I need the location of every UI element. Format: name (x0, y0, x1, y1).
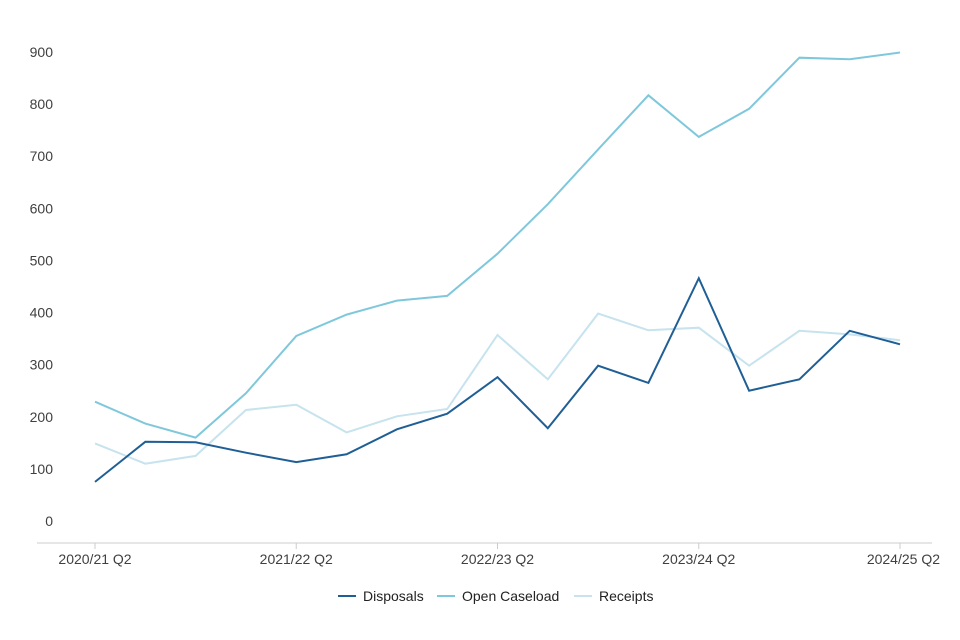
y-tick-label: 700 (30, 148, 54, 164)
x-tick-label: 2021/22 Q2 (260, 551, 333, 567)
y-tick-label: 300 (30, 357, 54, 373)
y-tick-label: 800 (30, 96, 54, 112)
x-tick-label: 2022/23 Q2 (461, 551, 534, 567)
x-tick-label: 2024/25 Q2 (867, 551, 940, 567)
x-tick-label: 2020/21 Q2 (58, 551, 131, 567)
y-tick-label: 200 (30, 409, 54, 425)
series-line-open-caseload (94, 51, 901, 439)
legend-item-disposals-label: Disposals (363, 588, 424, 604)
x-tick-label: 2023/24 Q2 (662, 551, 735, 567)
y-tick-label: 0 (45, 513, 53, 529)
y-tick-label: 900 (30, 44, 54, 60)
y-tick-label: 600 (30, 200, 54, 216)
y-tick-label: 400 (30, 305, 54, 321)
y-tick-label: 100 (30, 461, 54, 477)
y-tick-label: 500 (30, 252, 54, 268)
series-line-disposals (94, 275, 901, 483)
legend-item-receipts-label: Receipts (599, 588, 653, 604)
legend-item-open-caseload-label: Open Caseload (462, 588, 559, 604)
series-line-receipts (94, 312, 901, 465)
